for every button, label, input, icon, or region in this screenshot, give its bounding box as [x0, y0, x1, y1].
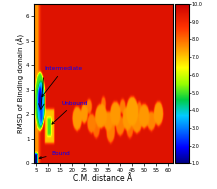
- Text: Bound: Bound: [39, 151, 70, 159]
- X-axis label: C.M. distance Å: C.M. distance Å: [73, 174, 133, 183]
- Text: Intermediate: Intermediate: [42, 66, 82, 97]
- Text: Unbound: Unbound: [52, 101, 87, 124]
- Y-axis label: RMSD of Binding domain (Å): RMSD of Binding domain (Å): [16, 34, 25, 133]
